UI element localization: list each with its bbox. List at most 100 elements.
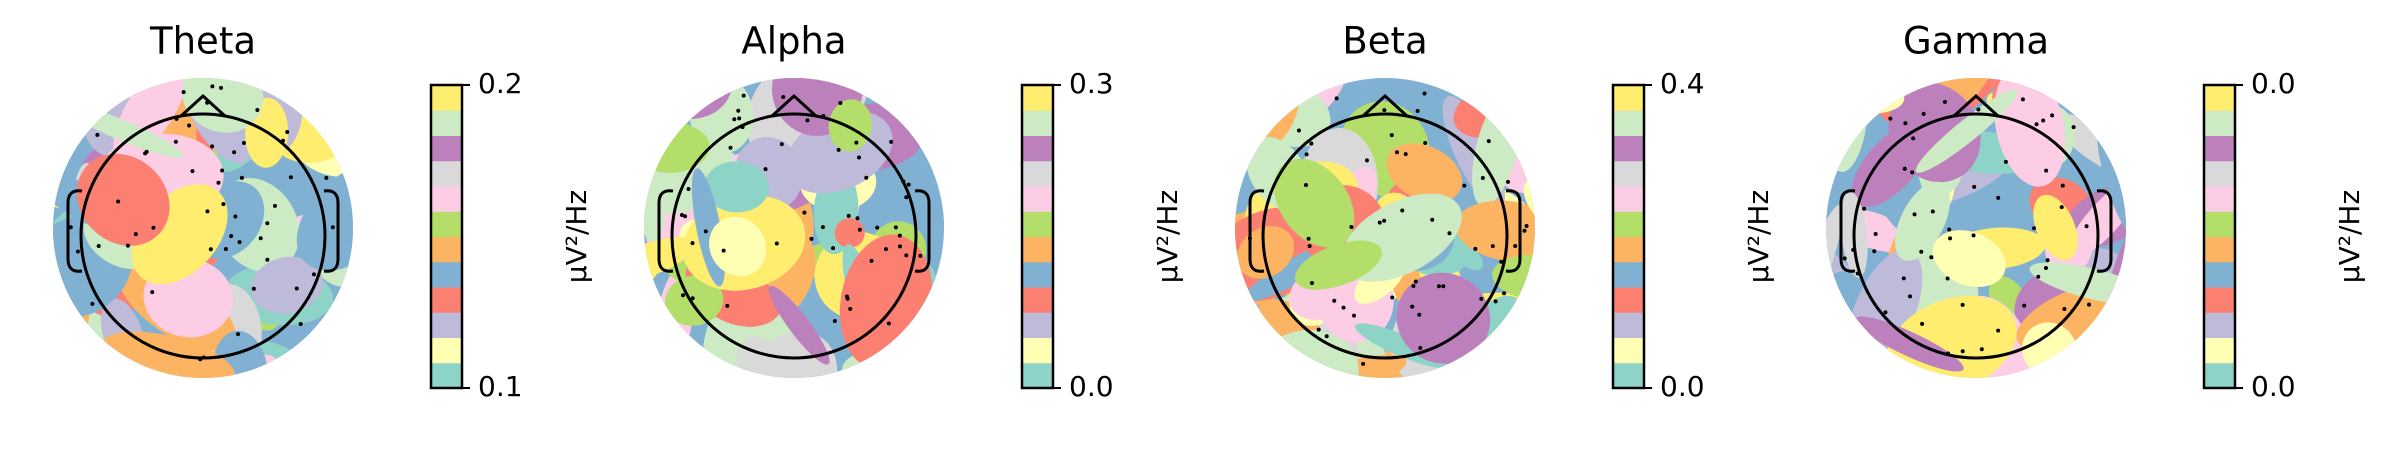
colorbar-segment [1022, 337, 1053, 364]
colorbar-segment [2204, 236, 2235, 263]
sensor [281, 138, 286, 143]
sensor [809, 236, 814, 241]
colorbar-tick-label: 0.0 [1660, 370, 1705, 403]
sensor [1309, 141, 1314, 146]
sensor [298, 321, 303, 326]
field-blob [193, 374, 247, 431]
field-blob [1895, 181, 1950, 261]
colorbar-segment [1022, 186, 1053, 212]
colorbar-segment [2204, 337, 2235, 364]
sensor [1862, 206, 1867, 211]
sensor [1316, 327, 1321, 332]
sensor [893, 225, 898, 230]
sensor [886, 321, 891, 326]
right-ear [1505, 189, 1522, 273]
sensor [1942, 99, 1947, 104]
sensor [2032, 226, 2037, 231]
head [1852, 112, 2100, 360]
sensor [1400, 208, 1405, 213]
sensor [1352, 313, 1357, 318]
sensor [143, 151, 148, 156]
sensor [1490, 244, 1495, 249]
sensor [781, 94, 786, 99]
sensor [251, 286, 256, 291]
sensor [1423, 141, 1428, 146]
sensor [239, 175, 244, 180]
sensor [2020, 97, 2025, 102]
sensor [897, 233, 902, 238]
colorbar-segment [1613, 362, 1644, 389]
sensor [2041, 118, 2046, 123]
sensor [1910, 170, 1915, 175]
sensor [2060, 183, 2065, 188]
sensor [681, 293, 686, 298]
field-blob [101, 331, 235, 378]
sensor [324, 175, 329, 180]
sensor [1377, 220, 1382, 225]
colorbar-segment [1613, 135, 1644, 162]
sensor [265, 221, 270, 226]
sensor [728, 145, 733, 150]
sensor [1382, 218, 1387, 223]
field-blob [665, 275, 724, 326]
sensor [1324, 334, 1329, 339]
sensor [2059, 205, 2064, 210]
panel-title: Beta [1342, 20, 1427, 63]
field-blob [1396, 272, 1491, 364]
sensor [732, 117, 737, 122]
panel-title: Theta [149, 20, 256, 63]
sensor [736, 108, 741, 113]
colorbar-segment [431, 287, 462, 313]
sensor [151, 225, 156, 230]
sensor [690, 296, 695, 301]
head [670, 112, 918, 360]
sensor [1855, 271, 1860, 276]
sensor [1920, 321, 1925, 326]
sensor [856, 155, 861, 160]
colorbar-label: µV²/Hz [2333, 190, 2366, 283]
sensor [869, 258, 874, 263]
sensor [330, 225, 335, 230]
sensor [901, 179, 906, 184]
colorbar-tick-label: 0.3 [1069, 67, 1114, 100]
colorbar-tick-label: 0.0 [1069, 370, 1114, 403]
sensor [864, 175, 869, 180]
sensor [1502, 291, 1507, 296]
sensor [1296, 128, 1301, 133]
colorbar-segment [2204, 312, 2235, 338]
sensor [1447, 231, 1452, 236]
colorbar-segment [431, 135, 462, 162]
colorbar-segment [2204, 110, 2235, 136]
sensor [690, 241, 695, 246]
sensor [821, 114, 826, 119]
sensor [174, 116, 179, 121]
sensor [2084, 224, 2089, 229]
colorbar-segment [1022, 287, 1053, 313]
sensor [1972, 184, 1977, 189]
sensor [1415, 109, 1420, 114]
sensor [1364, 158, 1369, 163]
sensor [832, 318, 837, 323]
sensor [802, 210, 807, 215]
sensor [219, 85, 224, 90]
sensor [133, 232, 138, 237]
sensor [229, 234, 234, 239]
sensor [265, 257, 270, 262]
sensor [2003, 159, 2008, 164]
sensor [1919, 249, 1924, 254]
field-blob [1854, 316, 1964, 372]
sensor [741, 93, 746, 98]
sensor [90, 301, 95, 306]
head [1261, 112, 1509, 360]
sensor [1946, 351, 1951, 356]
sensor [2071, 125, 2076, 130]
sensor [740, 125, 745, 130]
sensor [2044, 168, 2049, 173]
sensor [855, 216, 860, 221]
right-ear [323, 189, 340, 273]
colorbar-segment [1022, 362, 1053, 389]
sensor [294, 286, 299, 291]
sensor [173, 139, 178, 144]
sensor [187, 123, 192, 128]
sensor [1902, 166, 1907, 171]
